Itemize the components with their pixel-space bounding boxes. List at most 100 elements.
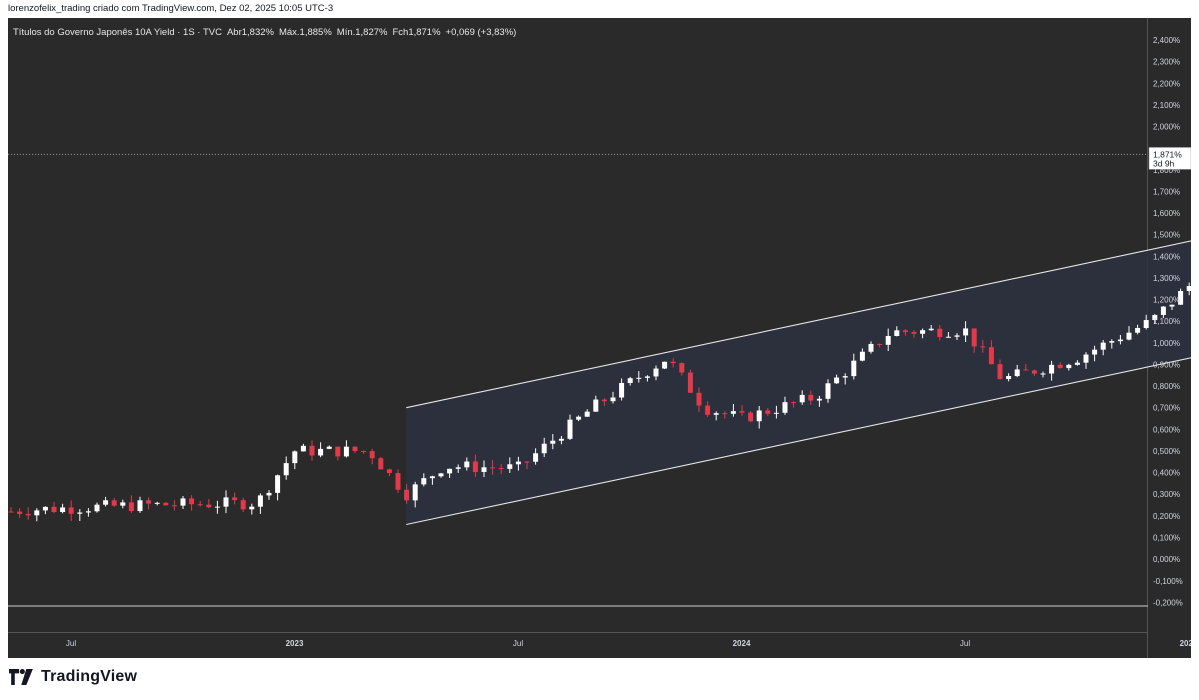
candle[interactable] [859,348,865,362]
candle[interactable] [326,445,332,450]
candle[interactable] [378,456,384,470]
candle[interactable] [1049,360,1055,381]
candle[interactable] [232,492,238,505]
candle[interactable] [713,411,719,421]
candle[interactable] [515,456,521,471]
candle[interactable] [343,440,349,458]
candle[interactable] [696,387,702,412]
candle[interactable] [51,501,57,514]
candle[interactable] [163,502,169,506]
candle[interactable] [498,464,504,475]
candle[interactable] [593,395,599,412]
candle[interactable] [197,500,203,507]
candle[interactable] [971,328,977,353]
candle[interactable] [748,410,754,423]
candle[interactable] [730,403,736,417]
candle[interactable] [283,456,289,480]
candle[interactable] [1109,339,1115,349]
candle[interactable] [1186,282,1192,296]
candle[interactable] [765,407,771,417]
candle[interactable] [1083,352,1089,369]
candle[interactable] [1040,371,1046,378]
candle[interactable] [1100,339,1106,356]
last-price-badge[interactable]: 1,871% 3d 9h [1148,147,1192,170]
candle[interactable] [189,495,195,511]
candle[interactable] [739,405,745,416]
candle[interactable] [894,326,900,337]
candle[interactable] [601,398,607,407]
candle[interactable] [490,459,496,475]
chart-frame[interactable]: 2,400% 2,300% 2,200% 2,100% 2,000% 1,800% 1,70… [8,18,1199,658]
candle[interactable] [963,321,969,343]
candle[interactable] [524,461,530,470]
candle[interactable] [851,353,857,380]
candle[interactable] [1143,314,1149,330]
candle[interactable] [386,468,392,477]
candle[interactable] [808,390,814,405]
channel-lower-line[interactable] [406,176,1199,526]
candle[interactable] [68,500,74,522]
candle[interactable] [25,507,31,520]
candle[interactable] [816,395,822,407]
candle[interactable] [103,496,109,507]
candle[interactable] [756,406,762,429]
candle[interactable] [1152,314,1158,324]
candle[interactable] [94,502,100,513]
candle[interactable] [309,440,315,461]
candle[interactable] [1117,334,1123,345]
candle[interactable] [782,396,788,415]
candle[interactable] [146,497,152,510]
candle[interactable] [687,369,693,394]
candle[interactable] [679,362,685,376]
parallel-channel[interactable] [406,59,1199,526]
candle[interactable] [842,373,848,385]
candle[interactable] [705,401,711,417]
candle[interactable] [584,409,590,417]
candle[interactable] [77,509,83,521]
candle[interactable] [266,490,272,500]
candle[interactable] [541,437,547,458]
candle[interactable] [257,493,263,514]
candle[interactable] [1126,326,1132,341]
candle[interactable] [352,446,358,454]
candle[interactable] [369,448,375,465]
candle[interactable] [627,376,633,386]
candle[interactable] [653,365,659,381]
legend[interactable]: Títulos do Governo Japonês 10A Yield · 1… [13,27,516,38]
candle[interactable] [1006,373,1012,382]
candle[interactable] [275,474,281,501]
candle[interactable] [111,497,117,507]
candle[interactable] [980,340,986,353]
candle[interactable] [292,450,298,470]
candle[interactable] [34,508,40,522]
candle[interactable] [636,371,642,383]
candle[interactable] [206,499,212,509]
candle[interactable] [662,361,668,370]
candle[interactable] [1092,345,1098,362]
candle[interactable] [395,469,401,493]
candle[interactable] [240,497,246,513]
candle[interactable] [1160,306,1166,318]
candle[interactable] [868,341,874,354]
candle[interactable] [85,508,91,517]
candle[interactable] [171,500,177,511]
candle[interactable] [249,503,255,515]
candle[interactable] [773,405,779,419]
candles-layer[interactable] [8,158,1199,522]
candle[interactable] [223,490,229,514]
candle[interactable] [1066,363,1072,371]
candle[interactable] [988,340,994,365]
candle[interactable] [438,472,444,478]
candle[interactable] [154,501,160,506]
candle[interactable] [945,332,951,338]
candle[interactable] [954,333,960,341]
candle[interactable] [911,330,917,338]
candle[interactable] [834,374,840,384]
candle[interactable] [180,495,186,509]
candle[interactable] [1074,360,1080,366]
candle[interactable] [472,454,478,477]
candle[interactable] [421,473,427,487]
candle[interactable] [567,414,573,440]
candle[interactable] [1057,362,1063,369]
candle[interactable] [1014,364,1020,378]
